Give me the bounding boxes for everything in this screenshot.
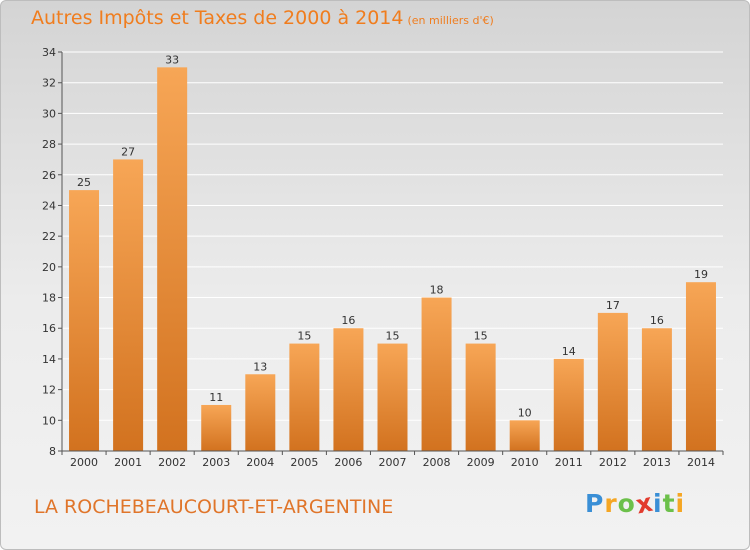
data-label: 27 <box>121 145 135 158</box>
x-tick-label: 2009 <box>467 456 495 469</box>
x-tick-label: 2010 <box>511 456 539 469</box>
logo-letter: P <box>585 489 605 518</box>
x-tick-label: 2008 <box>423 456 451 469</box>
bar <box>509 420 540 451</box>
y-tick-label: 8 <box>49 445 56 458</box>
bar <box>421 297 452 451</box>
data-label: 19 <box>694 268 708 281</box>
logo-letter: i <box>653 489 663 518</box>
x-tick-label: 2005 <box>290 456 318 469</box>
proxiti-logo: Proxiti <box>585 488 686 520</box>
logo-letter: t <box>662 489 676 518</box>
x-tick-label: 2003 <box>202 456 230 469</box>
y-tick-label: 12 <box>42 384 56 397</box>
y-tick-label: 14 <box>42 353 56 366</box>
bar <box>69 190 100 451</box>
x-tick-label: 2012 <box>599 456 627 469</box>
y-tick-label: 32 <box>42 77 56 90</box>
bar <box>641 328 672 451</box>
y-tick-label: 30 <box>42 107 56 120</box>
x-tick-label: 2000 <box>70 456 98 469</box>
bar <box>333 328 364 451</box>
data-label: 13 <box>253 360 267 373</box>
x-tick-label: 2013 <box>643 456 671 469</box>
bar <box>201 404 232 451</box>
y-tick-label: 18 <box>42 292 56 305</box>
logo-letter: o <box>617 489 636 518</box>
data-label: 16 <box>650 314 664 327</box>
logo-letter: i <box>675 489 686 518</box>
data-label: 25 <box>77 176 91 189</box>
logo-letter: r <box>604 489 618 518</box>
bar <box>245 374 276 451</box>
bar <box>597 312 628 451</box>
x-tick-label: 2011 <box>555 456 583 469</box>
x-tick-label: 2007 <box>379 456 407 469</box>
bar <box>157 67 188 451</box>
y-tick-label: 34 <box>42 46 56 59</box>
data-label: 16 <box>341 314 355 327</box>
y-tick-label: 22 <box>42 230 56 243</box>
bar <box>289 343 320 451</box>
x-tick-label: 2004 <box>246 456 274 469</box>
data-label: 10 <box>518 406 532 419</box>
data-label: 15 <box>386 330 400 343</box>
y-tick-label: 10 <box>42 414 56 427</box>
bar <box>465 343 496 451</box>
y-tick-label: 20 <box>42 261 56 274</box>
bar <box>113 159 144 451</box>
data-label: 15 <box>474 330 488 343</box>
x-tick-label: 2002 <box>158 456 186 469</box>
chart-title-text: Autres Impôts et Taxes de 2000 à 2014 <box>31 7 404 29</box>
x-tick-label: 2006 <box>334 456 362 469</box>
bar <box>685 282 716 451</box>
y-tick-label: 26 <box>42 169 56 182</box>
bar <box>377 343 408 451</box>
data-label: 18 <box>430 284 444 297</box>
y-tick-label: 16 <box>42 322 56 335</box>
data-label: 14 <box>562 345 576 358</box>
data-label: 33 <box>165 53 179 66</box>
chart-title: Autres Impôts et Taxes de 2000 à 2014 (en… <box>31 7 494 29</box>
y-tick-label: 24 <box>42 199 56 212</box>
data-label: 17 <box>606 299 620 312</box>
commune-name: LA ROCHEBEAUCOURT-ET-ARGENTINE <box>34 496 394 518</box>
chart-unit: (en milliers d'€) <box>407 14 494 27</box>
bar <box>553 358 584 451</box>
data-label: 15 <box>297 330 311 343</box>
x-tick-label: 2001 <box>114 456 142 469</box>
y-tick-label: 28 <box>42 138 56 151</box>
x-tick-label: 2014 <box>687 456 715 469</box>
data-label: 11 <box>209 391 223 404</box>
